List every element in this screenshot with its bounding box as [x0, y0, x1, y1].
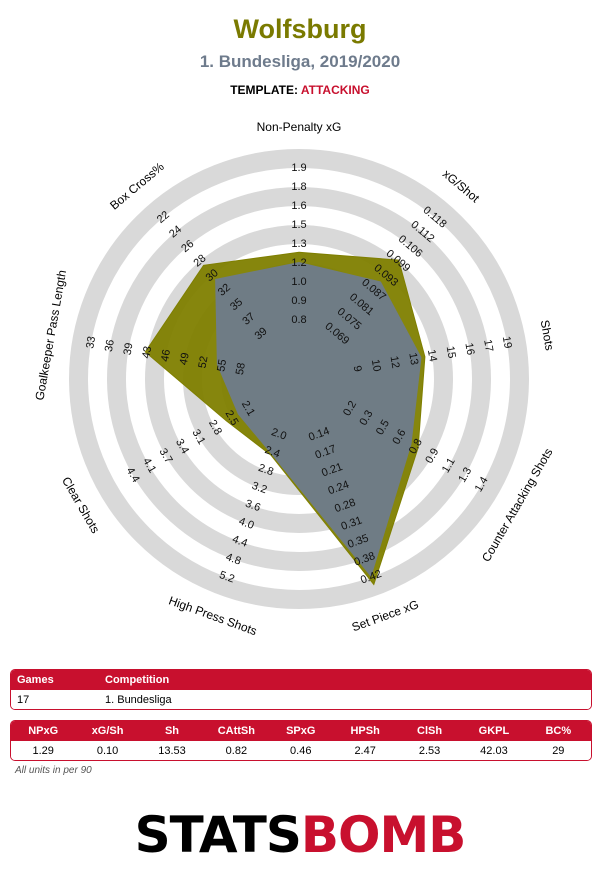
stat-value-npxg: 1.29 — [32, 744, 54, 757]
stat-header-bc: BC% — [545, 725, 572, 737]
stat-header-spxg: SPxG — [286, 725, 316, 737]
stat-header-clsh: ClSh — [417, 725, 443, 737]
stats-table: NPxG xG/Sh Sh CAttSh SPxG HPSh ClSh GKPL… — [10, 720, 592, 761]
stat-value-clsh: 2.53 — [418, 744, 441, 757]
team-title: Wolfsburg — [233, 14, 367, 44]
tick-label: 12 — [388, 355, 402, 369]
tick-label: 4.0 — [237, 515, 255, 532]
tick-label: 4.4 — [231, 533, 249, 550]
tick-label: 55 — [215, 358, 229, 372]
tick-label: 1.8 — [291, 181, 306, 193]
tick-label: 36 — [103, 339, 117, 353]
tick-label: 14 — [425, 349, 439, 363]
tick-label: 1.3 — [291, 238, 306, 250]
radar-chart: 0.8 0.9 1.0 1.2 1.3 1.5 1.6 1.8 1.9 Non-Penalty x… — [32, 120, 557, 638]
games-table: Games Competition 17 1. Bundesliga — [10, 669, 592, 710]
tick-label: 9 — [351, 365, 364, 373]
stat-value-gkpl: 42.03 — [480, 744, 508, 757]
radar-ring — [69, 149, 529, 609]
stat-value-xgsh: 0.10 — [96, 744, 119, 757]
units-note: All units in per 90 — [15, 765, 92, 776]
tick-label: 2.0 — [270, 426, 288, 443]
stat-value-sh: 13.53 — [158, 744, 186, 757]
team-outline — [144, 251, 426, 586]
tick-label: 1.6 — [291, 200, 306, 212]
stat-header-gkpl: GKPL — [478, 725, 510, 737]
metric-label: Non-Penalty xG — [257, 120, 342, 134]
tick-label: 15 — [444, 345, 458, 359]
tick-label: 52 — [197, 355, 211, 369]
tick-label: 1.5 — [291, 219, 306, 231]
axis-ticks: 0.8 0.9 1.0 1.2 1.3 1.5 1.6 1.8 1.9 — [291, 162, 306, 326]
stat-value-cattsh: 0.82 — [225, 744, 248, 757]
tick-label: 5.2 — [218, 569, 236, 586]
competition-subtitle: 1. Bundesliga, 2019/2020 — [199, 52, 401, 71]
stat-header-hpsh: HPSh — [350, 725, 380, 737]
logo-stats: STATS — [134, 806, 302, 864]
competition-value: 1. Bundesliga — [105, 693, 172, 706]
axis-ticks: 2.02.42.83.23.64.04.44.85.2 — [218, 426, 288, 585]
radar-ring — [107, 187, 491, 571]
stats-table-header: NPxG xG/Sh Sh CAttSh SPxG HPSh ClSh GKPL… — [11, 721, 591, 741]
tick-label: 33 — [84, 335, 98, 349]
tick-label: 46 — [159, 349, 173, 363]
stat-header-sh: Sh — [164, 725, 179, 737]
logo-bomb: BOMB — [300, 806, 466, 864]
tick-label: 16 — [462, 342, 476, 356]
tick-label: 1.2 — [291, 257, 306, 269]
tick-label: 0.8 — [291, 314, 306, 326]
stats-table-row: 1.29 0.10 13.53 0.82 0.46 2.47 2.53 42.0… — [11, 741, 591, 760]
radar-ring — [145, 225, 453, 533]
metric-label: xG/Shot — [440, 167, 483, 206]
tick-label: 2.8 — [257, 462, 275, 479]
template-line: TEMPLATE: ATTACKING — [0, 83, 600, 97]
stat-header-xgsh: xG/Sh — [91, 725, 124, 737]
tick-label: 4.8 — [224, 551, 242, 568]
tick-label: 0.9 — [291, 295, 306, 307]
axis-ticks: 58 55 52 49 46 43 39 36 33 — [84, 335, 248, 376]
tick-label: 1.0 — [291, 276, 306, 288]
tick-label: 39 — [122, 342, 136, 356]
template-value: ATTACKING — [300, 83, 370, 97]
tick-label: 17 — [481, 339, 495, 353]
games-table-row: 17 1. Bundesliga — [11, 690, 591, 709]
games-value: 17 — [17, 693, 30, 706]
games-table-header: Games Competition — [11, 670, 591, 690]
stat-value-bc: 29 — [552, 744, 565, 757]
tick-label: 1.9 — [291, 162, 306, 174]
tick-label: 19 — [500, 335, 514, 349]
stat-value-spxg: 0.46 — [290, 744, 312, 757]
tick-label: 3.6 — [244, 498, 262, 515]
tick-label: 13 — [406, 352, 420, 366]
stat-header-npxg: NPxG — [28, 725, 59, 737]
league-polygon — [215, 262, 422, 578]
games-header: Games — [17, 674, 54, 686]
tick-label: 49 — [178, 352, 192, 366]
template-label: TEMPLATE: — [230, 83, 298, 97]
stat-header-cattsh: CAttSh — [217, 725, 255, 737]
tick-label: 2.4 — [263, 444, 281, 461]
statsbomb-logo: STATSBOMB — [0, 806, 600, 864]
competition-header: Competition — [105, 674, 170, 686]
metric-label: Shots — [538, 319, 557, 352]
tick-label: 43 — [140, 345, 154, 359]
axis-ticks: 9 10 12 13 14 15 16 17 19 — [351, 335, 514, 373]
tick-label: 10 — [369, 358, 383, 372]
tick-label: 58 — [234, 362, 248, 376]
stat-value-hpsh: 2.47 — [354, 744, 376, 757]
metric-label: Goalkeeper Pass Length — [32, 269, 69, 402]
tick-label: 3.2 — [250, 480, 268, 497]
metric-label: Set Piece xG — [350, 597, 421, 634]
